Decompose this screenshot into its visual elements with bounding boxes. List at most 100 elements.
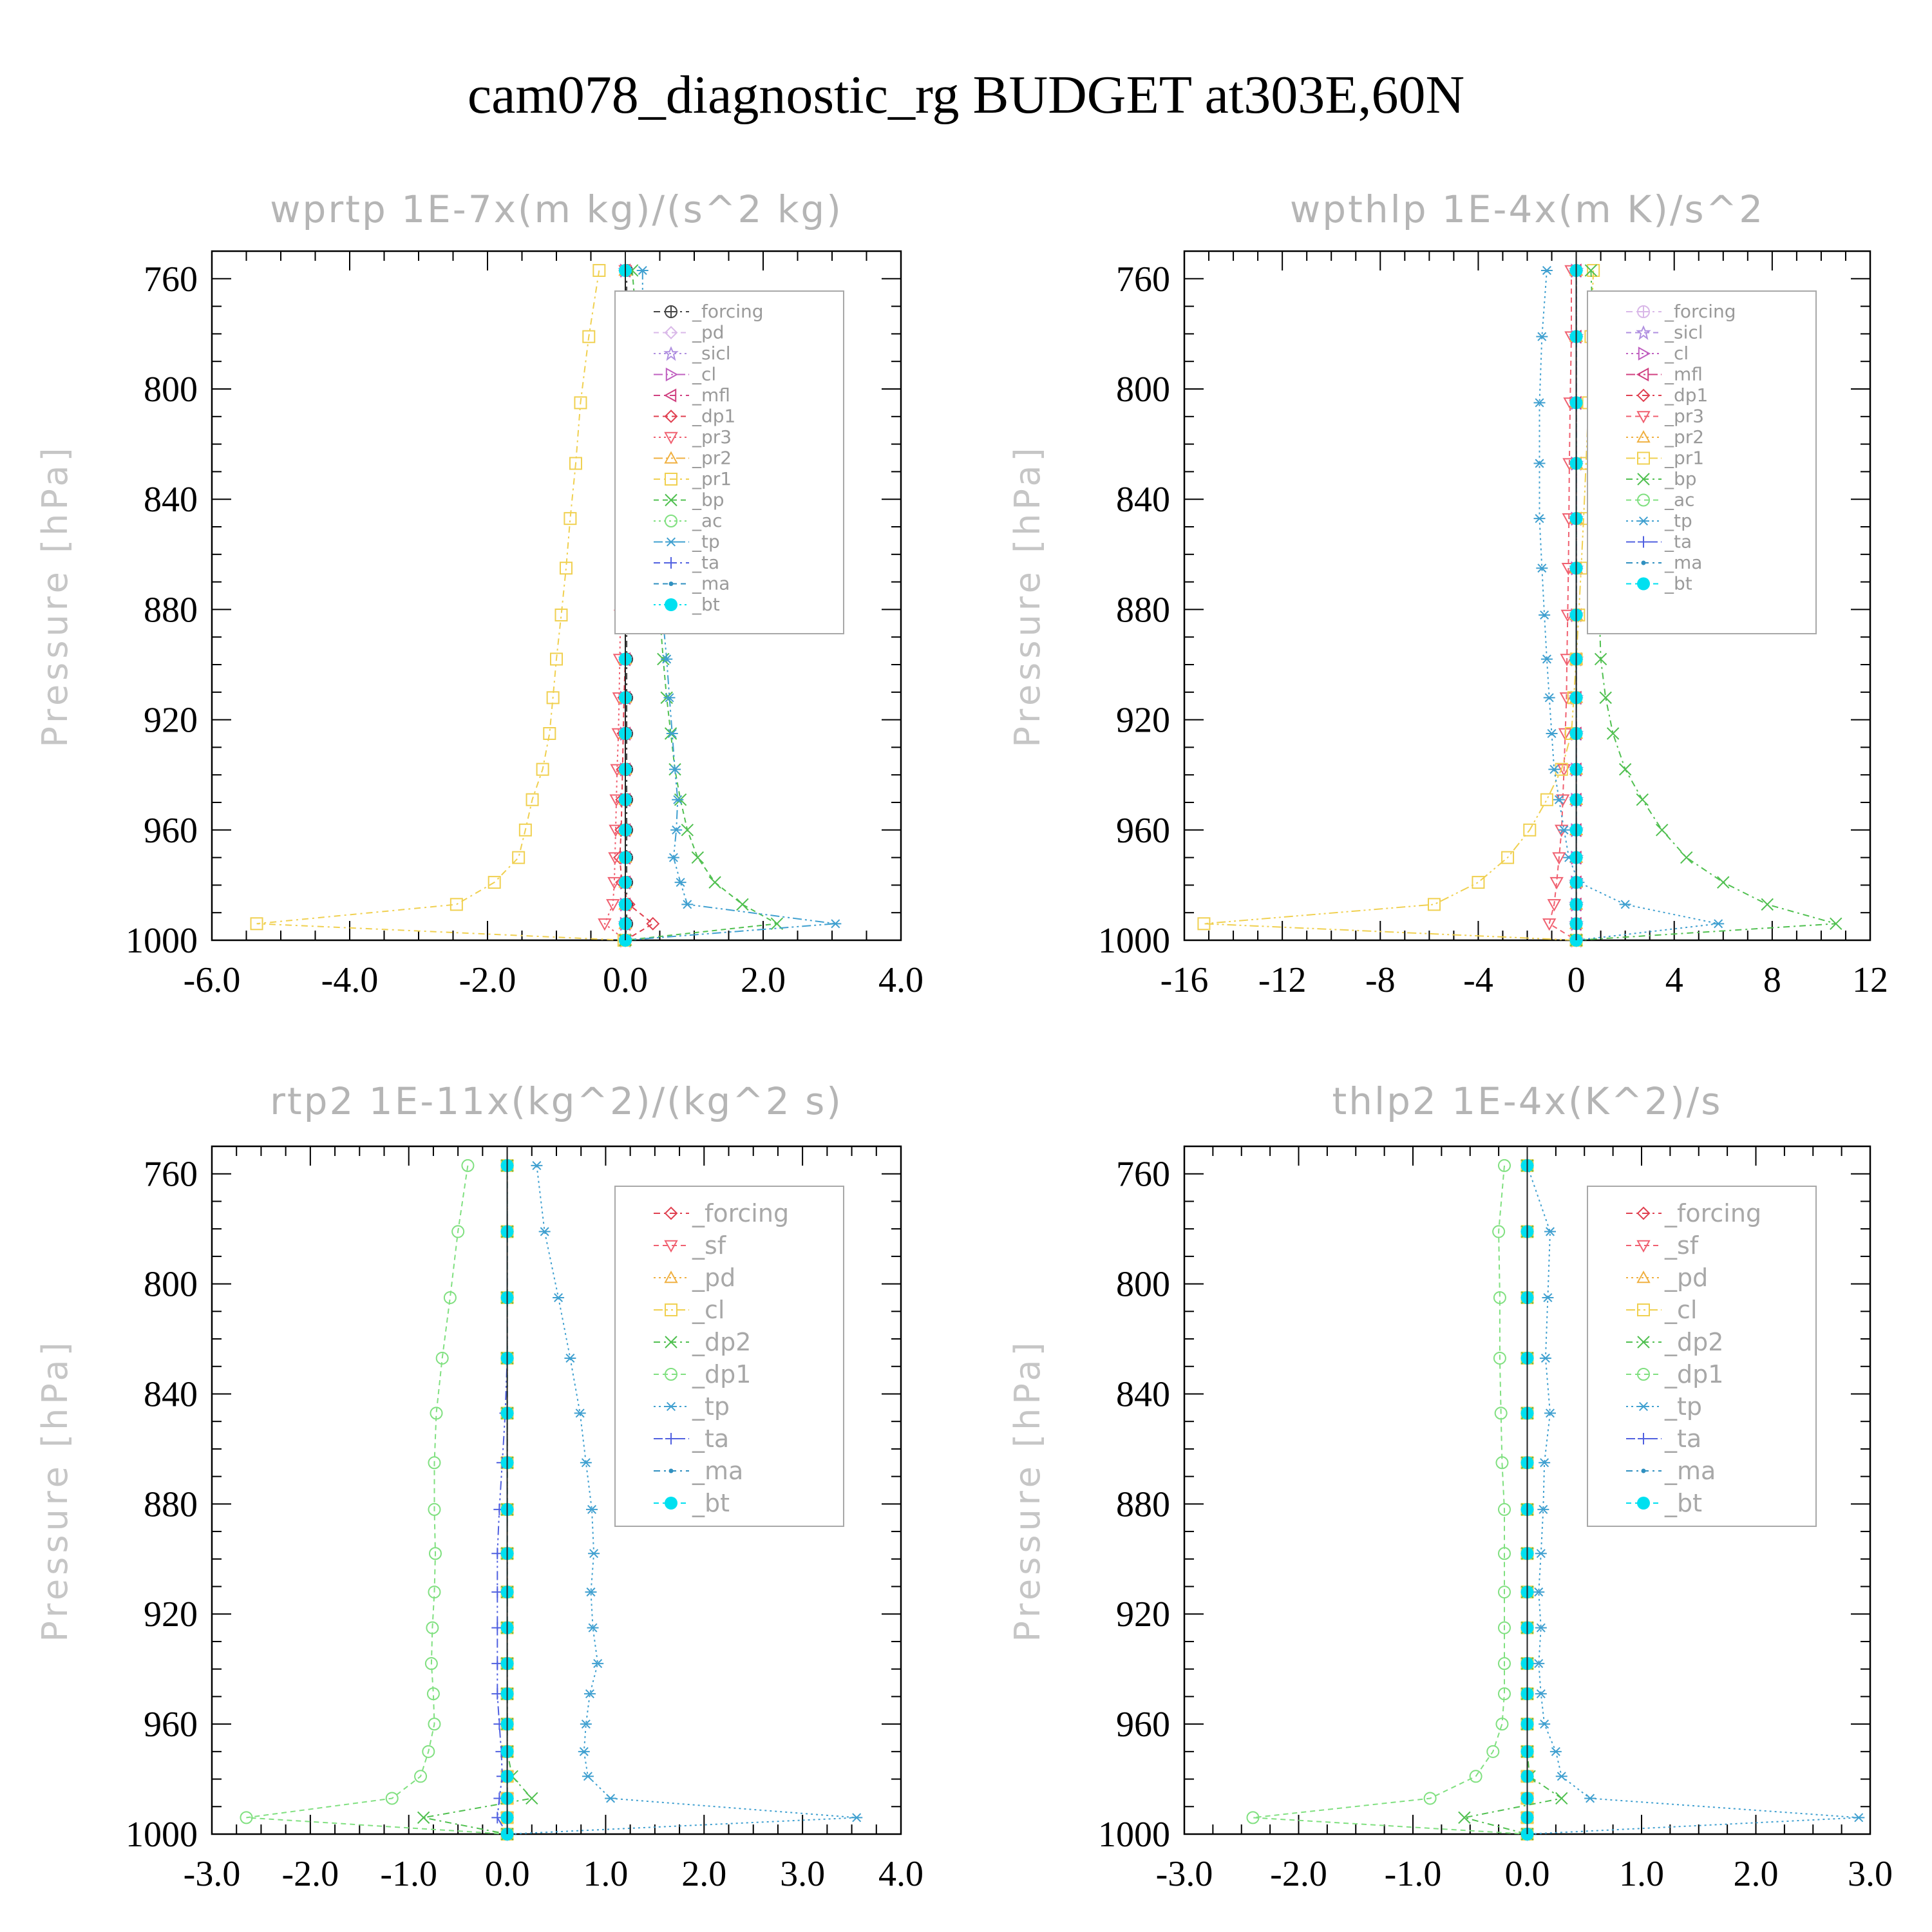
series_dp1 (1246, 1159, 1534, 1841)
data-point (1493, 1291, 1506, 1304)
series_ta (491, 1159, 513, 1840)
series-line_ta (497, 1165, 508, 1835)
legend-marker (1636, 367, 1649, 382)
series_tp (1521, 1160, 1865, 1839)
data-point (428, 1718, 441, 1731)
data-point (1544, 1408, 1556, 1418)
data-point (1558, 825, 1570, 835)
legend-label: _bp (692, 489, 724, 511)
data-point (430, 1406, 443, 1420)
y-tick-label: 840 (144, 1374, 198, 1414)
legend-label: _ta (1664, 531, 1692, 553)
legend-item: _pd (654, 1264, 735, 1292)
x-tick-label: -4.0 (321, 960, 379, 1000)
legend-item: _forcing (654, 1199, 789, 1227)
data-point (666, 728, 678, 739)
data-point (1587, 263, 1600, 277)
data-point (588, 1549, 600, 1558)
legend-label: _pd (692, 322, 724, 343)
data-point (1618, 762, 1632, 776)
legend-marker (665, 1433, 677, 1444)
data-point (1539, 1458, 1551, 1468)
data-point (607, 876, 621, 890)
legend: _forcing _sf _pd _cl _dp2 _dp1 _tp _ta _ma _bt (614, 1186, 844, 1527)
legend-label: _sf (1664, 1231, 1700, 1260)
legend: _forcing_pd_sicl_cl_mfl_dp1_pr3_pr2_pr1_… (614, 290, 844, 634)
y-tick-label: 760 (1116, 260, 1170, 299)
legend-marker (1636, 1270, 1651, 1283)
y-axis-label: Pressure [hPa] (1007, 444, 1048, 747)
data-point (1584, 264, 1598, 277)
data-point (674, 878, 687, 887)
legend-marker (1637, 1336, 1650, 1349)
data-point (646, 916, 660, 931)
legend-item: _tp (1626, 1392, 1702, 1421)
series-line_pr1 (256, 270, 624, 941)
y-tick-label: 960 (144, 1705, 198, 1745)
data-point (428, 1586, 441, 1599)
y-ticks: 760 800 840 880 920 960 1000 (1098, 251, 1870, 961)
legend-label: _ta (1664, 1425, 1701, 1453)
y-tick-label: 880 (1116, 590, 1170, 630)
y-tick-label: 880 (1116, 1484, 1170, 1524)
legend-marker (665, 473, 677, 486)
legend-label: _pr3 (1664, 406, 1704, 427)
legend: _forcing _sf _pd _cl _dp2 _dp1 _tp _ta _ma _bt (1587, 1186, 1817, 1527)
y-tick-label: 800 (144, 1265, 198, 1305)
y-axis-label: Pressure [hPa] (35, 444, 75, 747)
legend-label: _mfl (692, 384, 730, 406)
data-point (1197, 917, 1211, 931)
legend-item: _cl (654, 1296, 724, 1324)
legend-label: _dp1 (692, 1360, 751, 1388)
x-tick-label: 4.0 (878, 1854, 923, 1894)
data-point (1427, 898, 1441, 911)
series-line_dp2 (423, 1165, 533, 1835)
legend-label: _tp (692, 1392, 730, 1421)
x-tick-label: 12 (1852, 960, 1888, 1000)
data-point (670, 825, 683, 835)
chart-panel-1: wprtp 1E-7x(m kg)/(s^2 kg) Pressure [hPa]… (35, 187, 923, 1000)
data-point (1498, 1547, 1511, 1560)
legend-label: _ta (692, 552, 719, 573)
x-tick-label: 2.0 (681, 1854, 726, 1894)
data-point (554, 608, 568, 621)
legend-label: _forcing (692, 301, 764, 322)
data-point (1498, 1159, 1511, 1172)
data-point (1655, 824, 1669, 837)
data-point (526, 793, 539, 806)
x-tick-label: -4 (1463, 960, 1493, 1000)
data-point (1599, 691, 1612, 705)
y-tick-label: 800 (144, 370, 198, 410)
legend-marker (665, 537, 677, 547)
panel-title: rtp2 1E-11x(kg^2)/(kg^2 s) (270, 1079, 843, 1123)
legend-item: _pr1 (654, 468, 732, 489)
legend-item: _pd (1626, 1264, 1708, 1292)
data-point (661, 654, 673, 664)
y-tick-label: 1000 (126, 1815, 198, 1855)
legend-marker (1638, 516, 1649, 526)
legend-marker (1637, 1497, 1650, 1510)
legend-item: _pr1 (1626, 448, 1704, 469)
data-point (512, 851, 526, 864)
legend-item: _ac (654, 510, 723, 531)
x-tick-label: -1.0 (380, 1854, 437, 1894)
y-tick-label: 1000 (1098, 921, 1170, 961)
series-line_dp2 (1464, 1165, 1564, 1835)
legend-item: _ta (654, 552, 719, 573)
legend-label: _sicl (692, 343, 731, 364)
data-point (569, 457, 582, 470)
data-point (681, 900, 694, 909)
series-line_pr1 (1204, 270, 1595, 941)
data-point (1594, 652, 1607, 666)
data-point (451, 1225, 465, 1238)
data-point (1533, 1659, 1545, 1669)
data-point (1548, 764, 1560, 774)
legend-label: _forcing (1664, 301, 1736, 322)
data-point (240, 1811, 253, 1824)
data-point (598, 918, 612, 931)
data-point (536, 762, 549, 776)
legend-label: _forcing (692, 1199, 789, 1227)
data-point (736, 898, 749, 911)
data-point (1533, 459, 1546, 468)
legend-marker (664, 410, 678, 423)
